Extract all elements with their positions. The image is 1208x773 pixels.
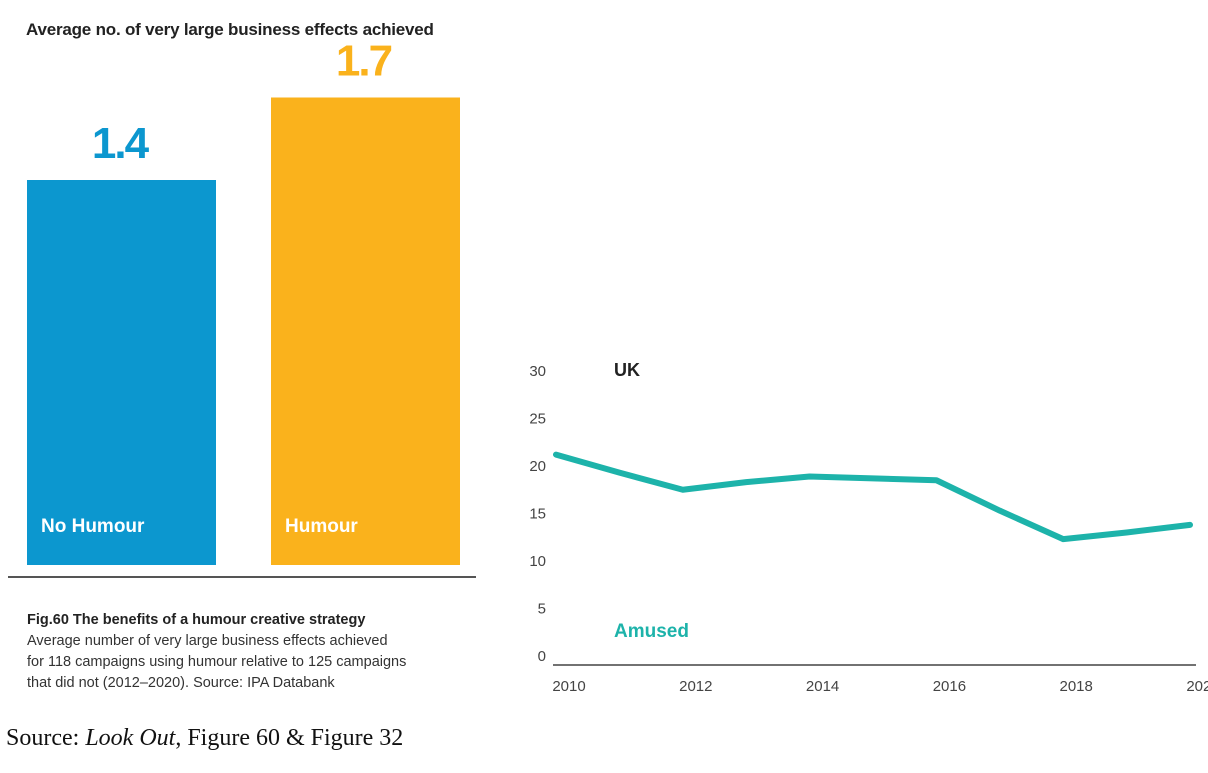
y-tick-label: 10	[529, 553, 546, 570]
figure-caption-line: that did not (2012–2020). Source: IPA Da…	[27, 675, 335, 691]
y-tick-label: 25	[529, 411, 546, 428]
y-tick-label: 15	[529, 506, 546, 523]
source-title: Look Out	[85, 725, 176, 751]
figure-caption: Fig.60 The benefits of a humour creative…	[27, 610, 497, 694]
bar-chart: 1.4 No Humour 1.7 Humour	[8, 37, 476, 578]
x-tick-label: 2020	[1186, 678, 1208, 695]
series-label: Amused	[614, 621, 689, 642]
bar-no-humour	[27, 180, 216, 565]
y-tick-label: 5	[538, 601, 546, 618]
x-tick-label: 2016	[933, 678, 966, 695]
source-prefix: Source:	[6, 725, 86, 751]
figure-caption-line: for 118 campaigns using humour relative …	[27, 654, 407, 670]
x-tick-label: 2010	[552, 678, 585, 695]
bar-value-label: 1.7	[336, 37, 392, 86]
figure-caption-line: Average number of very large business ef…	[27, 633, 388, 649]
bar-category-label: Humour	[285, 516, 358, 537]
y-tick-label: 0	[538, 648, 546, 665]
x-tick-label: 2018	[1060, 678, 1093, 695]
bar-chart-title: Average no. of very large business effec…	[26, 20, 434, 39]
figure-caption-title: Fig.60 The benefits of a humour creative…	[27, 612, 366, 628]
bar-humour	[271, 97, 460, 565]
bar-value-label: 1.4	[92, 119, 150, 168]
region-label: UK	[614, 360, 640, 380]
source-note: Source: Look Out, Figure 60 & Figure 32	[6, 725, 403, 752]
source-suffix: , Figure 60 & Figure 32	[175, 725, 404, 751]
series-line-amused	[553, 451, 1193, 543]
x-tick-label: 2014	[806, 678, 839, 695]
y-tick-label: 20	[529, 458, 546, 475]
x-tick-label: 2012	[679, 678, 712, 695]
y-tick-label: 30	[529, 363, 546, 380]
bar-category-label: No Humour	[41, 516, 145, 537]
